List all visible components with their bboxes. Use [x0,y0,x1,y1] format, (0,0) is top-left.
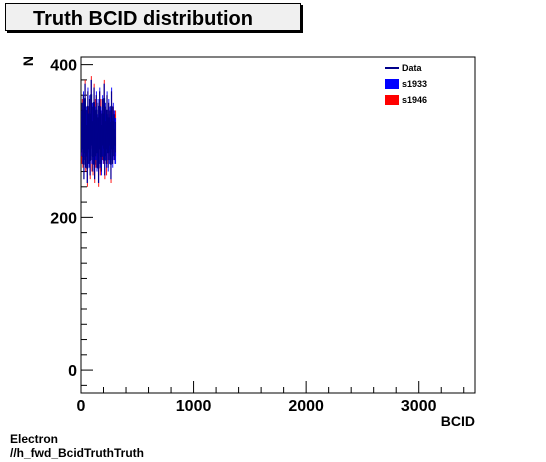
series-Data [81,79,116,183]
x-tick-label: 1000 [176,398,212,415]
legend-label-s1946: s1946 [402,95,427,105]
y-axis-label: N [20,56,36,66]
legend-marker-s1933 [385,79,399,89]
legend-label-Data: Data [402,63,423,73]
x-axis: 0 1000 2000 3000 [77,381,465,415]
x-tick-label: 2000 [288,398,324,415]
x-tick-label: 0 [77,398,86,415]
y-tick-label: 400 [50,58,77,75]
plot-frame [80,56,476,394]
series-layer [81,76,117,187]
y-tick-label: 0 [68,363,77,380]
y-tick-label: 200 [50,210,77,227]
x-tick-label: 3000 [401,398,437,415]
legend-marker-s1946 [385,95,399,105]
chart-title: Truth BCID distribution [33,8,253,30]
legend: Data s1933 s1946 [385,63,427,105]
x-axis-label: BCID [441,413,475,429]
footer-particle-label: Electron [10,432,59,446]
legend-label-s1933: s1933 [402,79,427,89]
footer-histogram-path: //h_fwd_BcidTruthTruth [10,446,144,460]
chart-title-box: Truth BCID distribution [5,3,301,31]
